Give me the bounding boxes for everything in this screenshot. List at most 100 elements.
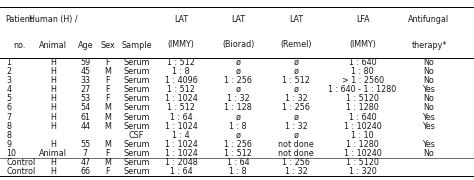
Text: 53: 53	[80, 94, 91, 103]
Text: 7: 7	[6, 112, 11, 122]
Text: No: No	[424, 76, 434, 85]
Text: ø: ø	[236, 58, 241, 67]
Text: F: F	[106, 94, 110, 103]
Text: 1 : 8: 1 : 8	[173, 67, 190, 76]
Text: Human (H) /: Human (H) /	[29, 15, 78, 24]
Text: 27: 27	[80, 85, 91, 94]
Text: LAT: LAT	[289, 15, 303, 24]
Text: H: H	[50, 85, 56, 94]
Text: H: H	[50, 103, 56, 112]
Text: 59: 59	[80, 58, 91, 67]
Text: 1 : 4096: 1 : 4096	[165, 76, 198, 85]
Text: LAT: LAT	[174, 15, 188, 24]
Text: 1 : 32: 1 : 32	[285, 122, 308, 131]
Text: 1 : 10240: 1 : 10240	[344, 122, 382, 131]
Text: M: M	[104, 122, 111, 131]
Text: Age: Age	[78, 40, 93, 50]
Text: 1 : 5120: 1 : 5120	[346, 94, 379, 103]
Text: 2: 2	[6, 67, 11, 76]
Text: F: F	[106, 85, 110, 94]
Text: LFA: LFA	[356, 15, 369, 24]
Text: 44: 44	[80, 122, 91, 131]
Text: F: F	[106, 76, 110, 85]
Text: 1 : 512: 1 : 512	[167, 85, 195, 94]
Text: H: H	[50, 112, 56, 122]
Text: 1 : 512: 1 : 512	[167, 58, 195, 67]
Text: M: M	[104, 67, 111, 76]
Text: 1 : 32: 1 : 32	[285, 94, 308, 103]
Text: 1 : 32: 1 : 32	[285, 167, 308, 176]
Text: no.: no.	[13, 40, 25, 50]
Text: 45: 45	[80, 67, 91, 76]
Text: 55: 55	[80, 140, 91, 149]
Text: 1 : 1024: 1 : 1024	[165, 122, 198, 131]
Text: Serum: Serum	[123, 103, 149, 112]
Text: H: H	[50, 167, 56, 176]
Text: 66: 66	[80, 167, 91, 176]
Text: M: M	[104, 158, 111, 167]
Text: ø: ø	[294, 67, 299, 76]
Text: H: H	[50, 158, 56, 167]
Text: 1 : 64: 1 : 64	[227, 158, 249, 167]
Text: 1 : 1024: 1 : 1024	[165, 140, 198, 149]
Text: 6: 6	[6, 103, 11, 112]
Text: H: H	[50, 94, 56, 103]
Text: 1 : 512: 1 : 512	[167, 103, 195, 112]
Text: not done: not done	[278, 149, 314, 158]
Text: Yes: Yes	[422, 140, 436, 149]
Text: 9: 9	[6, 140, 11, 149]
Text: Serum: Serum	[123, 76, 149, 85]
Text: Serum: Serum	[123, 58, 149, 67]
Text: No: No	[424, 58, 434, 67]
Text: 1 : 640 - 1 : 1280: 1 : 640 - 1 : 1280	[328, 85, 397, 94]
Text: 1 : 8: 1 : 8	[229, 122, 247, 131]
Text: ø: ø	[236, 131, 241, 140]
Text: 1 : 8: 1 : 8	[229, 167, 247, 176]
Text: LAT: LAT	[231, 15, 245, 24]
Text: 1: 1	[6, 58, 11, 67]
Text: 1 : 5120: 1 : 5120	[346, 158, 379, 167]
Text: 10: 10	[6, 149, 16, 158]
Text: ø: ø	[294, 85, 299, 94]
Text: No: No	[424, 103, 434, 112]
Text: 1 : 10: 1 : 10	[351, 131, 374, 140]
Text: Animal: Animal	[39, 149, 67, 158]
Text: 1 : 320: 1 : 320	[349, 167, 376, 176]
Text: H: H	[50, 67, 56, 76]
Text: 1 : 64: 1 : 64	[170, 112, 192, 122]
Text: ø: ø	[236, 67, 241, 76]
Text: No: No	[424, 94, 434, 103]
Text: 8: 8	[6, 122, 11, 131]
Text: Serum: Serum	[123, 158, 149, 167]
Text: Serum: Serum	[123, 112, 149, 122]
Text: M: M	[104, 103, 111, 112]
Text: 1 : 256: 1 : 256	[283, 158, 310, 167]
Text: (Remel): (Remel)	[281, 40, 312, 50]
Text: Animal: Animal	[39, 40, 67, 50]
Text: 7: 7	[83, 149, 88, 158]
Text: Antifungal: Antifungal	[409, 15, 449, 24]
Text: 8: 8	[6, 131, 11, 140]
Text: ø: ø	[294, 58, 299, 67]
Text: ø: ø	[294, 112, 299, 122]
Text: > 1 : 2560: > 1 : 2560	[342, 76, 383, 85]
Text: 4: 4	[6, 85, 11, 94]
Text: 3: 3	[6, 76, 11, 85]
Text: 1 : 256: 1 : 256	[224, 140, 252, 149]
Text: Serum: Serum	[123, 149, 149, 158]
Text: not done: not done	[278, 140, 314, 149]
Text: Serum: Serum	[123, 67, 149, 76]
Text: Serum: Serum	[123, 122, 149, 131]
Text: 1 : 10240: 1 : 10240	[344, 149, 382, 158]
Text: 1 : 640: 1 : 640	[349, 112, 376, 122]
Text: Sex: Sex	[100, 40, 115, 50]
Text: 1 : 32: 1 : 32	[227, 94, 249, 103]
Text: F: F	[106, 58, 110, 67]
Text: Serum: Serum	[123, 85, 149, 94]
Text: Yes: Yes	[422, 85, 436, 94]
Text: Serum: Serum	[123, 94, 149, 103]
Text: 1 : 2048: 1 : 2048	[165, 158, 198, 167]
Text: H: H	[50, 140, 56, 149]
Text: Patient: Patient	[5, 15, 33, 24]
Text: Control: Control	[6, 158, 36, 167]
